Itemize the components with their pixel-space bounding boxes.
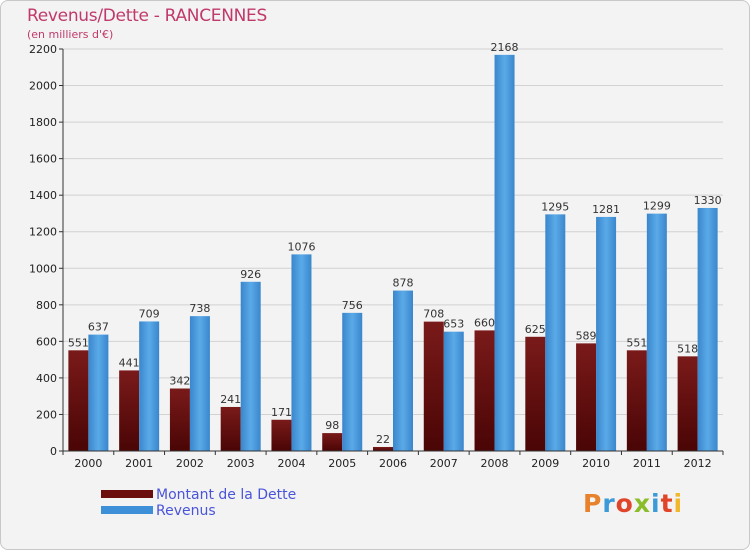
x-tick-label: 2007 (430, 457, 458, 470)
y-tick-label: 2000 (29, 80, 57, 93)
logo-letter: i (673, 489, 684, 518)
data-label-debt: 551 (68, 336, 89, 349)
data-label-revenus: 1299 (643, 200, 671, 213)
data-label-revenus: 653 (443, 318, 464, 331)
y-tick-label: 800 (36, 299, 57, 312)
bar-debt (373, 446, 393, 451)
bar-debt (525, 336, 546, 451)
bar-debt (626, 350, 647, 451)
x-tick-label: 2008 (481, 457, 509, 470)
data-label-revenus: 1281 (592, 203, 620, 216)
bar-revenus (596, 216, 617, 451)
data-label-debt: 708 (423, 308, 444, 321)
x-tick-label: 2000 (74, 457, 102, 470)
legend-label-revenus: Revenus (156, 503, 216, 519)
bar-debt (169, 388, 190, 451)
data-label-debt: 241 (220, 393, 241, 406)
y-tick-label: 0 (50, 445, 57, 458)
bar-revenus (494, 54, 515, 452)
bar-debt (119, 370, 140, 451)
data-label-revenus: 756 (342, 299, 363, 312)
logo-letter: i (651, 489, 661, 518)
data-label-revenus: 878 (393, 277, 414, 290)
data-label-revenus: 738 (189, 302, 210, 315)
x-tick-label: 2012 (684, 457, 712, 470)
x-tick-label: 2006 (379, 457, 407, 470)
bar-revenus (697, 207, 718, 451)
data-label-debt: 518 (677, 342, 698, 355)
x-tick-label: 2002 (176, 457, 204, 470)
x-tick-label: 2005 (328, 457, 356, 470)
logo-letter: t (660, 489, 674, 518)
data-label-debt: 22 (376, 433, 390, 446)
x-tick-label: 2009 (531, 457, 559, 470)
logo-letter: x (633, 489, 651, 518)
y-tick-label: 1000 (29, 262, 57, 275)
data-label-debt: 98 (325, 419, 339, 432)
data-label-debt: 625 (525, 323, 546, 336)
bar-debt (220, 406, 241, 451)
y-tick-label: 1200 (29, 226, 57, 239)
bar-debt (576, 343, 597, 451)
y-tick-label: 1400 (29, 189, 57, 202)
data-label-revenus: 1295 (541, 200, 569, 213)
data-label-debt: 342 (169, 375, 190, 388)
y-tick-label: 200 (36, 408, 57, 421)
bar-revenus (443, 331, 464, 451)
bar-revenus (88, 334, 109, 451)
bar-revenus (342, 312, 363, 451)
data-label-debt: 441 (119, 356, 140, 369)
proxiti-logo: Proxiti (583, 489, 683, 518)
bar-debt (677, 356, 698, 451)
y-tick-label: 1800 (29, 116, 57, 129)
bar-revenus (291, 254, 312, 451)
data-label-debt: 171 (271, 406, 292, 419)
bar-debt (322, 433, 343, 451)
bar-revenus (545, 214, 566, 451)
data-label-revenus: 2168 (491, 41, 519, 54)
bar-debt (271, 419, 292, 451)
data-label-revenus: 1330 (694, 194, 722, 207)
y-tick-label: 1600 (29, 153, 57, 166)
data-label-revenus: 709 (139, 307, 160, 320)
data-label-revenus: 637 (88, 321, 109, 334)
y-tick-label: 600 (36, 335, 57, 348)
logo-letter: o (615, 489, 634, 518)
data-label-revenus: 1076 (287, 240, 315, 253)
data-label-debt: 551 (626, 336, 647, 349)
x-tick-label: 2003 (227, 457, 255, 470)
x-tick-label: 2011 (633, 457, 661, 470)
legend-swatch-debt (101, 490, 153, 498)
y-tick-label: 400 (36, 372, 57, 385)
legend-swatch-revenus (101, 506, 153, 514)
chart-subtitle: (en milliers d'€) (27, 28, 114, 41)
data-label-revenus: 926 (240, 268, 261, 281)
bar-revenus (240, 281, 261, 451)
bar-debt (423, 321, 444, 451)
x-tick-label: 2010 (582, 457, 610, 470)
legend-label-debt: Montant de la Dette (156, 487, 297, 503)
bar-revenus (646, 213, 667, 451)
bar-revenus (139, 321, 160, 451)
logo-letter: P (583, 489, 603, 518)
x-tick-label: 2001 (125, 457, 153, 470)
logo-letter: r (602, 489, 616, 518)
x-tick-label: 2004 (277, 457, 305, 470)
bar-revenus (189, 316, 210, 451)
bar-debt (474, 330, 495, 451)
data-label-debt: 589 (576, 329, 597, 342)
bar-debt (68, 350, 89, 451)
chart-title: Revenus/Dette - RANCENNES (27, 6, 267, 26)
data-label-debt: 660 (474, 316, 495, 329)
bar-revenus (393, 290, 413, 451)
y-tick-label: 2200 (29, 43, 57, 56)
